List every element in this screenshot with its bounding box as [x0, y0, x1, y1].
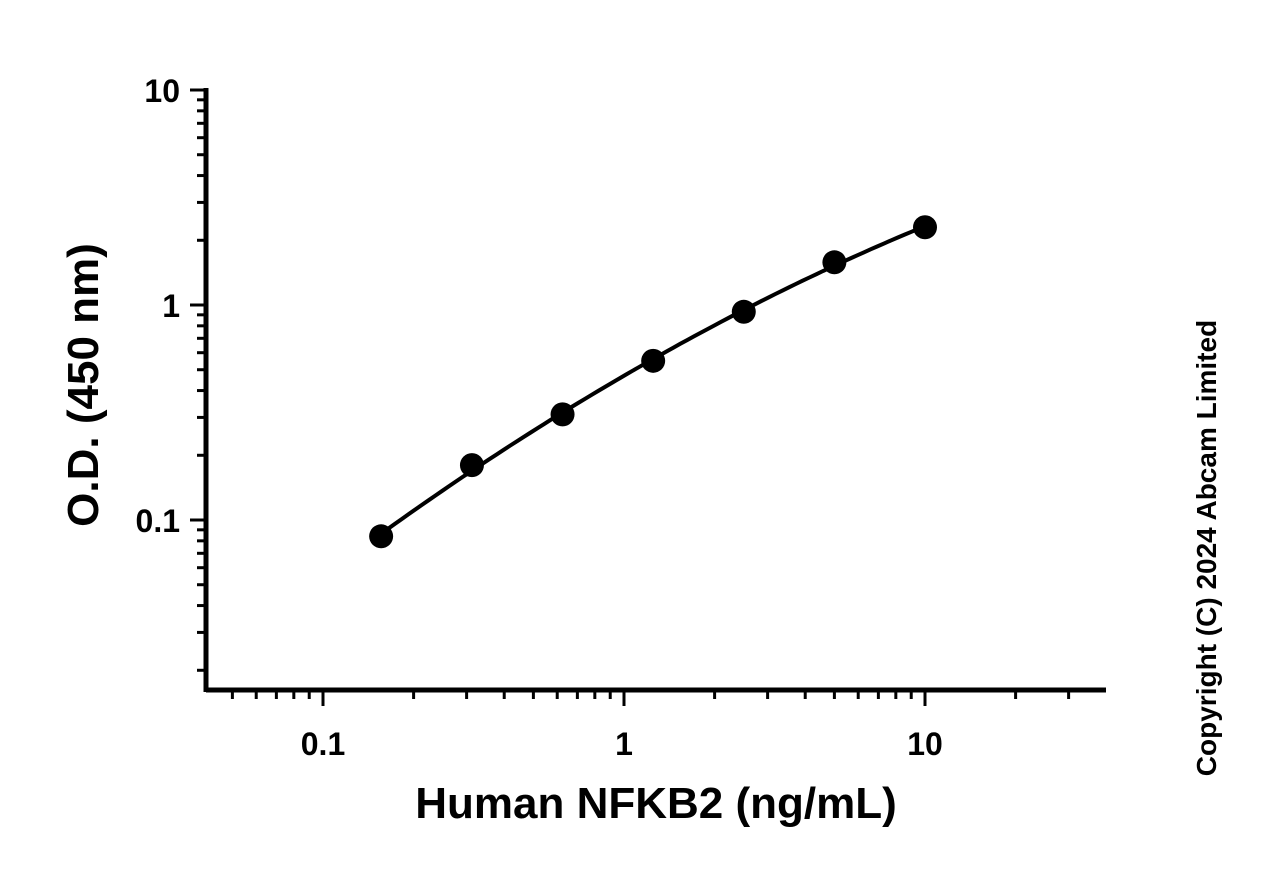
y-tick-label: 1 — [162, 288, 180, 324]
x-tick-label: 10 — [907, 726, 943, 762]
x-tick-label: 1 — [615, 726, 633, 762]
data-point — [550, 402, 575, 427]
tick-labels: 0.1 1 10 0.1 1 10 — [136, 73, 943, 762]
y-tick-label: 0.1 — [136, 503, 180, 539]
x-tick-label: 0.1 — [301, 726, 345, 762]
copyright-text: Copyright (C) 2024 Abcam Limited — [1191, 320, 1222, 776]
data-point — [822, 250, 847, 275]
fit-curve — [379, 224, 926, 536]
data-point — [459, 453, 484, 478]
data-point — [641, 348, 666, 373]
data-points — [369, 215, 937, 549]
y-axis-title: O.D. (450 nm) — [59, 243, 108, 527]
data-point — [913, 215, 937, 240]
y-tick-label: 10 — [144, 73, 180, 109]
data-point — [731, 299, 756, 324]
axis-ticks — [190, 88, 1071, 706]
x-axis-title: Human NFKB2 (ng/mL) — [415, 779, 897, 828]
data-point — [369, 524, 394, 549]
